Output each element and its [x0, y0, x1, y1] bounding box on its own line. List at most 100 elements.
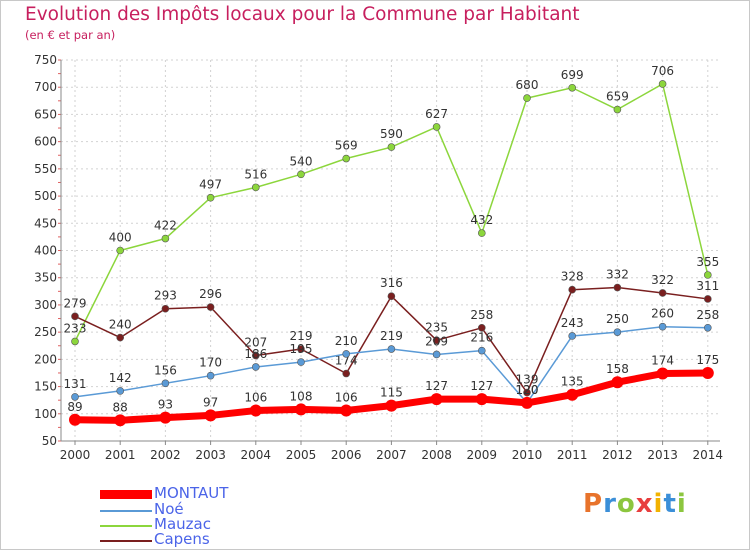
data-label-montaut: 120 [516, 383, 539, 397]
data-point-no [297, 358, 305, 366]
data-label-no: 195 [290, 342, 313, 356]
x-tick-label: 2009 [467, 448, 498, 462]
data-label-montaut: 97 [203, 395, 218, 409]
data-point-mauzac [297, 170, 305, 179]
data-label-no: 250 [606, 312, 629, 326]
legend-swatch-capens [100, 540, 152, 542]
y-tick-label: 550 [34, 162, 57, 176]
data-label-capens: 174 [335, 354, 358, 368]
legend-swatch-noe [100, 510, 152, 512]
data-point-no [71, 393, 79, 401]
data-point-mauzac [342, 154, 351, 163]
data-label-capens: 235 [425, 320, 448, 334]
data-point-capens [477, 323, 486, 332]
data-point-no [703, 323, 712, 332]
data-point-montaut [249, 404, 262, 417]
data-label-montaut: 127 [470, 379, 493, 393]
data-point-capens [297, 345, 305, 353]
data-label-montaut: 174 [651, 354, 674, 368]
y-tick-label: 650 [34, 107, 57, 121]
data-label-mauzac: 400 [109, 231, 132, 245]
data-label-capens: 139 [516, 373, 539, 387]
data-point-montaut [475, 393, 488, 406]
data-label-mauzac: 233 [64, 321, 87, 335]
x-tick-label: 2014 [693, 448, 724, 462]
data-point-mauzac [658, 80, 667, 88]
logo-letter: o [616, 489, 636, 519]
data-label-no: 209 [425, 334, 448, 348]
x-tick-label: 2012 [602, 448, 633, 462]
y-tick-label: 750 [34, 53, 57, 67]
data-label-capens: 293 [154, 289, 177, 303]
data-point-no [613, 328, 622, 336]
legend-label-noe: Noé [154, 500, 184, 518]
data-point-montaut [204, 409, 217, 422]
legend-swatch-montaut [100, 490, 152, 499]
data-point-capens [568, 285, 577, 294]
x-tick-label: 2002 [150, 448, 181, 462]
data-label-capens: 322 [651, 273, 674, 287]
data-point-no [477, 346, 486, 355]
plot-area [61, 60, 720, 441]
y-tick-label: 200 [34, 352, 57, 366]
legend-label-montaut: MONTAUT [154, 484, 229, 502]
data-label-mauzac: 590 [380, 127, 403, 141]
data-point-capens [161, 304, 170, 313]
data-label-montaut: 89 [67, 400, 82, 414]
x-tick-label: 2000 [60, 448, 91, 462]
data-point-mauzac [703, 271, 712, 279]
data-label-montaut: 108 [290, 389, 313, 403]
data-point-capens [432, 336, 441, 345]
x-tick-label: 2005 [286, 448, 317, 462]
data-point-montaut [385, 399, 398, 412]
y-tick-label: 700 [34, 80, 57, 94]
x-tick-label: 2011 [557, 448, 588, 462]
data-label-montaut: 135 [561, 375, 584, 389]
legend-label-capens: Capens [154, 530, 210, 548]
data-point-capens [206, 303, 215, 311]
y-tick-label: 100 [34, 407, 57, 421]
x-tick-label: 2006 [331, 448, 362, 462]
data-label-mauzac: 422 [154, 219, 177, 233]
data-point-montaut [69, 413, 81, 426]
y-tick-label: 150 [34, 380, 57, 394]
data-point-capens [523, 388, 531, 397]
x-tick-label: 2001 [105, 448, 136, 462]
series-no: 131 142 156 170 186 195 210 219 209 216 120 243 250 2… [64, 307, 719, 407]
data-label-no: 210 [335, 334, 358, 348]
y-tick-label: 500 [34, 189, 57, 203]
data-label-no: 243 [561, 316, 584, 330]
data-point-montaut [521, 396, 533, 409]
data-point-no [161, 379, 170, 388]
data-point-montaut [159, 411, 172, 424]
data-point-capens [71, 312, 79, 321]
y-tick-label: 300 [34, 298, 57, 312]
data-label-capens: 207 [244, 336, 267, 350]
data-point-capens [658, 289, 667, 297]
y-tick-label: 600 [34, 135, 57, 149]
data-label-montaut: 106 [244, 391, 267, 405]
data-label-no: 186 [244, 347, 267, 361]
data-point-mauzac [523, 94, 531, 102]
data-point-mauzac [206, 193, 215, 202]
data-label-mauzac: 680 [516, 78, 539, 92]
y-tick-label: 50 [42, 434, 57, 448]
data-point-no [387, 345, 396, 353]
data-point-no [252, 363, 260, 371]
data-label-mauzac: 497 [199, 178, 222, 192]
data-point-montaut [114, 414, 127, 427]
series-montaut: 89 88 93 97 106 108 106 115 127 127 120 135 158 174 17… [67, 353, 719, 427]
data-point-no [206, 371, 215, 380]
data-point-capens [342, 369, 351, 378]
data-label-no: 120 [516, 383, 539, 397]
y-tick-label: 450 [34, 216, 57, 230]
legend-label-mauzac: Mauzac [154, 515, 211, 533]
data-point-montaut [340, 404, 353, 417]
data-point-mauzac [387, 143, 396, 151]
logo-letter: i [653, 489, 664, 519]
data-label-mauzac: 355 [696, 255, 719, 269]
data-point-no [116, 387, 124, 395]
data-point-montaut [611, 376, 624, 389]
data-label-capens: 296 [199, 287, 222, 301]
